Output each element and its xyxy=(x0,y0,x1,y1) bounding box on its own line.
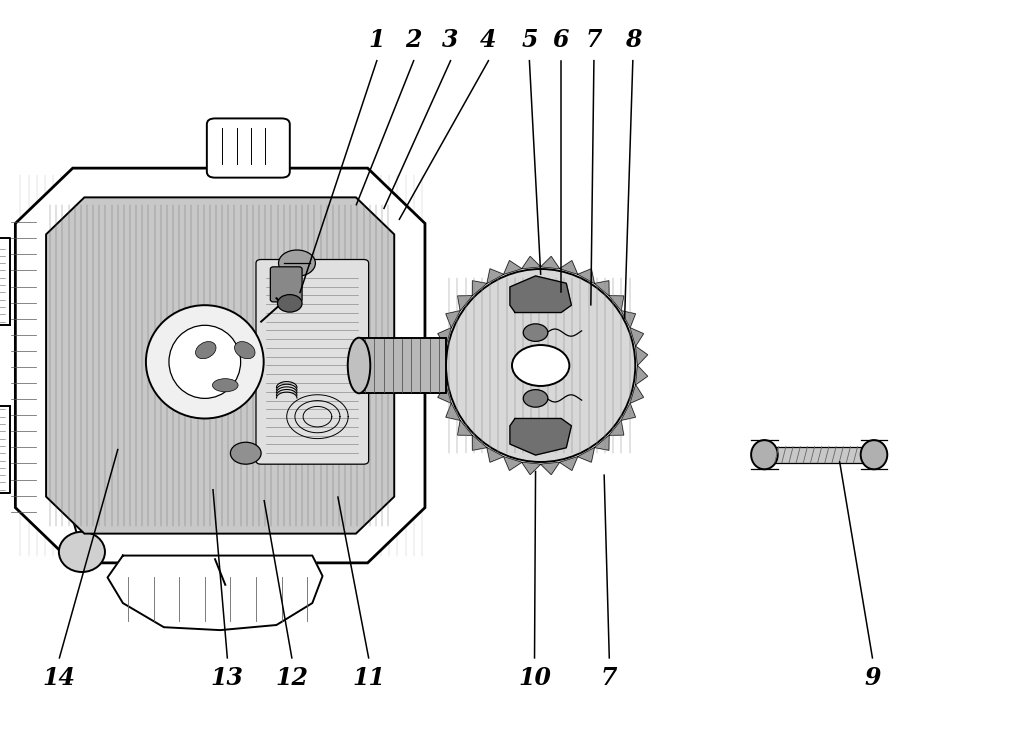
Text: 7: 7 xyxy=(601,667,617,690)
Polygon shape xyxy=(636,346,647,366)
Polygon shape xyxy=(458,420,472,435)
Polygon shape xyxy=(622,311,636,327)
Ellipse shape xyxy=(213,379,238,392)
Circle shape xyxy=(523,324,548,341)
Polygon shape xyxy=(609,296,624,311)
Text: 14: 14 xyxy=(43,667,76,690)
Ellipse shape xyxy=(169,325,241,398)
Polygon shape xyxy=(636,366,647,385)
Polygon shape xyxy=(434,346,445,366)
Polygon shape xyxy=(15,168,425,563)
Ellipse shape xyxy=(348,338,371,393)
Polygon shape xyxy=(472,435,486,450)
Text: 11: 11 xyxy=(352,667,385,690)
Ellipse shape xyxy=(446,269,635,462)
Text: 13: 13 xyxy=(211,667,244,690)
Ellipse shape xyxy=(860,440,888,469)
Text: 3: 3 xyxy=(442,29,459,52)
Polygon shape xyxy=(522,257,541,269)
Polygon shape xyxy=(522,462,541,474)
Text: 12: 12 xyxy=(275,667,308,690)
Circle shape xyxy=(230,442,261,464)
Polygon shape xyxy=(458,296,472,311)
Circle shape xyxy=(512,345,569,386)
Polygon shape xyxy=(0,406,10,493)
Circle shape xyxy=(523,390,548,407)
Text: 9: 9 xyxy=(864,667,881,690)
Polygon shape xyxy=(578,447,595,462)
FancyBboxPatch shape xyxy=(270,267,302,302)
Polygon shape xyxy=(609,420,624,435)
Text: 5: 5 xyxy=(521,29,538,52)
Polygon shape xyxy=(472,281,486,296)
Polygon shape xyxy=(46,197,394,534)
Polygon shape xyxy=(510,276,571,313)
Polygon shape xyxy=(630,385,643,404)
Text: 4: 4 xyxy=(480,29,497,52)
Polygon shape xyxy=(438,327,452,346)
Polygon shape xyxy=(445,404,460,420)
Polygon shape xyxy=(504,457,522,471)
Ellipse shape xyxy=(58,532,104,572)
Polygon shape xyxy=(578,269,595,284)
Ellipse shape xyxy=(146,306,264,418)
Polygon shape xyxy=(486,447,504,462)
FancyBboxPatch shape xyxy=(207,118,290,178)
Polygon shape xyxy=(595,281,609,296)
Polygon shape xyxy=(434,366,445,385)
Text: 2: 2 xyxy=(406,29,422,52)
Polygon shape xyxy=(108,556,323,630)
Text: 8: 8 xyxy=(625,29,641,52)
Polygon shape xyxy=(510,418,571,455)
Ellipse shape xyxy=(752,440,778,469)
Polygon shape xyxy=(630,327,643,346)
Circle shape xyxy=(278,295,302,312)
Polygon shape xyxy=(559,260,578,274)
Polygon shape xyxy=(504,260,522,274)
Polygon shape xyxy=(0,238,10,325)
FancyBboxPatch shape xyxy=(359,338,446,393)
Ellipse shape xyxy=(234,341,255,359)
Polygon shape xyxy=(595,435,609,450)
Text: 10: 10 xyxy=(518,667,551,690)
FancyBboxPatch shape xyxy=(771,447,868,463)
Circle shape xyxy=(279,250,315,276)
Polygon shape xyxy=(541,462,559,474)
Text: 7: 7 xyxy=(586,29,602,52)
Polygon shape xyxy=(622,404,636,420)
Polygon shape xyxy=(445,311,460,327)
Polygon shape xyxy=(559,457,578,471)
Polygon shape xyxy=(541,257,559,269)
Ellipse shape xyxy=(196,341,216,359)
Text: 1: 1 xyxy=(369,29,385,52)
FancyBboxPatch shape xyxy=(256,260,369,464)
Polygon shape xyxy=(486,269,504,284)
Polygon shape xyxy=(438,385,452,404)
Text: 6: 6 xyxy=(553,29,569,52)
